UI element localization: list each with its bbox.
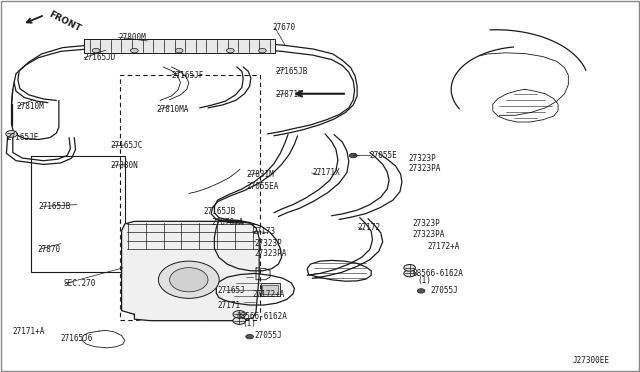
- Bar: [84, 39, 275, 53]
- Text: 27323PA: 27323PA: [255, 249, 287, 258]
- Text: 27810MA: 27810MA: [157, 105, 189, 114]
- Text: 27670: 27670: [272, 23, 295, 32]
- Circle shape: [175, 48, 183, 53]
- Text: 27055J: 27055J: [255, 331, 282, 340]
- Text: 27055EA: 27055EA: [246, 182, 279, 191]
- Text: 27173: 27173: [253, 227, 276, 236]
- Bar: [120, 75, 260, 320]
- Text: 27810M: 27810M: [16, 102, 44, 110]
- Text: 27171: 27171: [218, 301, 241, 310]
- Text: 27055J: 27055J: [430, 286, 458, 295]
- Text: 27670+A: 27670+A: [211, 218, 244, 227]
- Text: 27323P: 27323P: [413, 219, 440, 228]
- Bar: [262, 285, 278, 294]
- Text: 27055E: 27055E: [370, 151, 397, 160]
- Text: (1): (1): [417, 276, 431, 285]
- Circle shape: [404, 264, 415, 271]
- Circle shape: [233, 311, 246, 318]
- Text: 08566-6162A: 08566-6162A: [413, 269, 463, 278]
- Text: 27165JC: 27165JC: [111, 141, 143, 150]
- Text: 27171+A: 27171+A: [13, 327, 45, 336]
- Text: 27870: 27870: [37, 245, 60, 254]
- Text: 27172+A: 27172+A: [428, 242, 460, 251]
- Text: 27165JB: 27165JB: [275, 67, 308, 76]
- Polygon shape: [122, 221, 259, 321]
- Circle shape: [246, 334, 253, 339]
- Text: 27165J6: 27165J6: [61, 334, 93, 343]
- Circle shape: [92, 48, 100, 53]
- Text: 27831M: 27831M: [246, 170, 274, 179]
- Text: FRONT: FRONT: [47, 10, 82, 33]
- Text: 27165JB: 27165JB: [204, 207, 236, 216]
- Circle shape: [131, 48, 138, 53]
- Text: 27800M: 27800M: [118, 33, 146, 42]
- Text: SEC.270: SEC.270: [64, 279, 97, 288]
- Text: 27323PA: 27323PA: [413, 230, 445, 239]
- Ellipse shape: [158, 261, 219, 298]
- Bar: [31, 156, 125, 272]
- Bar: [261, 283, 280, 296]
- Circle shape: [6, 131, 17, 137]
- Text: 27323PA: 27323PA: [408, 164, 441, 173]
- Text: 27171X: 27171X: [312, 169, 340, 177]
- Text: 27172+A: 27172+A: [253, 290, 285, 299]
- Text: 27880N: 27880N: [111, 161, 138, 170]
- Circle shape: [233, 317, 246, 324]
- Text: 27323P: 27323P: [255, 239, 282, 248]
- Circle shape: [227, 48, 234, 53]
- Text: 27323P: 27323P: [408, 154, 436, 163]
- Text: 27871M: 27871M: [275, 90, 303, 99]
- Text: 27172: 27172: [357, 223, 380, 232]
- Text: 27165JF: 27165JF: [172, 71, 204, 80]
- Text: (1): (1): [242, 319, 256, 328]
- Circle shape: [349, 153, 357, 158]
- Circle shape: [404, 270, 415, 277]
- Circle shape: [259, 48, 266, 53]
- Text: J27300EE: J27300EE: [573, 356, 610, 365]
- Circle shape: [417, 289, 425, 293]
- Text: 27165JB: 27165JB: [38, 202, 71, 211]
- Text: 27165J: 27165J: [218, 286, 245, 295]
- Ellipse shape: [170, 268, 208, 292]
- Text: 27165JD: 27165JD: [83, 53, 116, 62]
- Text: 08566-6162A: 08566-6162A: [237, 312, 287, 321]
- Text: 27165JE: 27165JE: [6, 133, 39, 142]
